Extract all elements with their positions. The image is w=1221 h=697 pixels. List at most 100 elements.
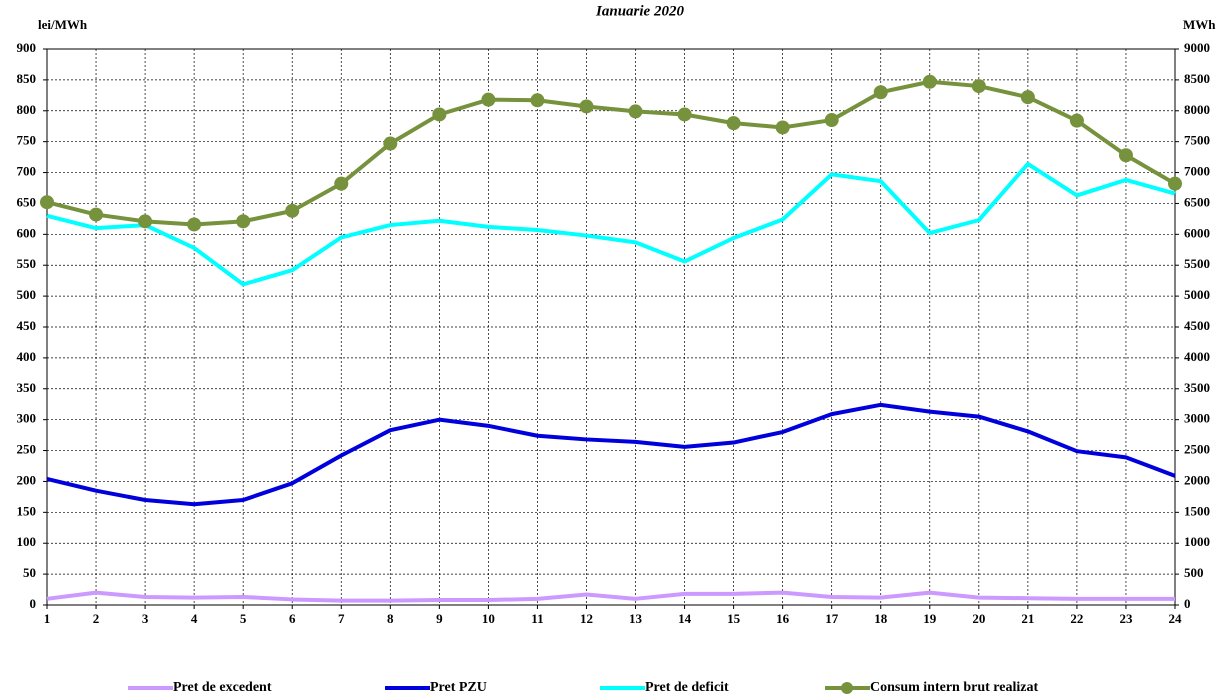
y-tick-label: 650 — [17, 194, 37, 209]
x-tick-label: 13 — [629, 611, 643, 626]
series-marker — [89, 207, 104, 222]
y-tick-label: 700 — [17, 164, 37, 179]
legend-label: Pret de excedent — [173, 680, 272, 695]
series-line — [46, 79, 1177, 227]
legend-label: Pret PZU — [430, 680, 487, 695]
y-tick-label: 900 — [17, 40, 37, 55]
series-marker — [873, 85, 888, 100]
series-marker — [334, 176, 349, 191]
series-marker — [285, 203, 300, 218]
series-line — [46, 590, 1175, 603]
x-tick-label: 2 — [93, 611, 100, 626]
y2-tick-label: 0 — [1184, 596, 1191, 611]
x-tick-label: 23 — [1119, 611, 1133, 626]
series-marker — [1168, 176, 1182, 191]
y-axis-label: lei/MWh — [38, 17, 88, 32]
y-tick-label: 400 — [17, 349, 37, 364]
y2-tick-label: 2000 — [1184, 472, 1210, 487]
y-tick-label: 200 — [17, 472, 37, 487]
y-tick-label: 0 — [30, 596, 37, 611]
x-tick-label: 16 — [776, 611, 790, 626]
y2-tick-label: 6500 — [1184, 194, 1210, 209]
x-tick-label: 17 — [825, 611, 839, 626]
series-line — [46, 402, 1176, 507]
x-tick-label: 1 — [44, 611, 51, 626]
series-marker — [236, 214, 251, 229]
series-marker — [579, 99, 594, 114]
y2-tick-label: 1000 — [1184, 534, 1210, 549]
y2-tick-label: 8000 — [1184, 102, 1210, 117]
series-marker — [677, 107, 692, 122]
y-tick-label: 600 — [17, 225, 37, 240]
x-tick-label: 12 — [580, 611, 593, 626]
y2-tick-label: 5000 — [1184, 287, 1210, 302]
x-tick-label: 11 — [531, 611, 543, 626]
x-tick-label: 24 — [1169, 611, 1183, 626]
x-tick-label: 18 — [874, 611, 888, 626]
y2-tick-label: 7500 — [1184, 133, 1210, 148]
y2-tick-label: 3000 — [1184, 411, 1210, 426]
series-marker — [628, 104, 643, 119]
y2-tick-label: 9000 — [1184, 40, 1210, 55]
y2-tick-label: 4500 — [1184, 318, 1210, 333]
series-marker — [383, 136, 398, 151]
x-tick-label: 5 — [240, 611, 247, 626]
y-tick-label: 750 — [17, 133, 37, 148]
series-marker — [824, 113, 839, 128]
x-tick-label: 14 — [678, 611, 692, 626]
y2-tick-label: 5500 — [1184, 256, 1210, 271]
y-tick-label: 350 — [17, 380, 37, 395]
series-marker — [138, 214, 153, 229]
x-tick-label: 3 — [142, 611, 149, 626]
series-marker — [1118, 148, 1133, 163]
legend-marker — [841, 682, 853, 694]
chart-title: Ianuarie 2020 — [595, 3, 684, 19]
x-tick-label: 19 — [923, 611, 937, 626]
y-tick-label: 300 — [17, 411, 37, 426]
legend-label: Consum intern brut realizat — [870, 680, 1038, 695]
y2-tick-label: 8500 — [1184, 71, 1210, 86]
series-line — [46, 161, 1176, 287]
y-tick-label: 100 — [17, 534, 37, 549]
y2-tick-label: 2500 — [1184, 442, 1210, 457]
y2-tick-label: 500 — [1184, 565, 1204, 580]
x-tick-label: 10 — [482, 611, 495, 626]
y2-tick-label: 4000 — [1184, 349, 1210, 364]
y-tick-label: 150 — [17, 503, 37, 518]
y2-tick-label: 7000 — [1184, 164, 1210, 179]
y-tick-label: 450 — [17, 318, 37, 333]
y-tick-label: 250 — [17, 442, 37, 457]
y-tick-label: 50 — [23, 565, 36, 580]
legend-label: Pret de deficit — [645, 680, 729, 695]
series-marker — [432, 107, 447, 122]
x-tick-label: 15 — [727, 611, 741, 626]
x-tick-label: 20 — [972, 611, 985, 626]
x-tick-label: 8 — [387, 611, 394, 626]
y-tick-label: 850 — [17, 71, 37, 86]
series-marker — [1069, 113, 1084, 128]
y-tick-label: 500 — [17, 287, 37, 302]
series-marker — [40, 195, 54, 210]
x-tick-label: 21 — [1021, 611, 1034, 626]
x-tick-label: 9 — [436, 611, 443, 626]
y-tick-label: 550 — [17, 256, 37, 271]
series-marker — [726, 116, 741, 131]
series-marker — [922, 74, 937, 89]
series-marker — [1020, 90, 1035, 105]
plot-frame — [46, 48, 1176, 606]
x-tick-label: 4 — [191, 611, 198, 626]
x-tick-label: 6 — [289, 611, 296, 626]
x-tick-label: 22 — [1070, 611, 1083, 626]
y2-tick-label: 3500 — [1184, 380, 1210, 395]
y2-tick-label: 1500 — [1184, 503, 1210, 518]
series-marker — [971, 79, 986, 94]
series-marker — [530, 93, 545, 108]
y2-axis-label: MWh — [1183, 17, 1216, 32]
series-marker — [481, 92, 496, 107]
x-tick-label: 7 — [338, 611, 345, 626]
series-marker — [187, 217, 202, 232]
y-tick-label: 800 — [17, 102, 37, 117]
y2-tick-label: 6000 — [1184, 225, 1210, 240]
